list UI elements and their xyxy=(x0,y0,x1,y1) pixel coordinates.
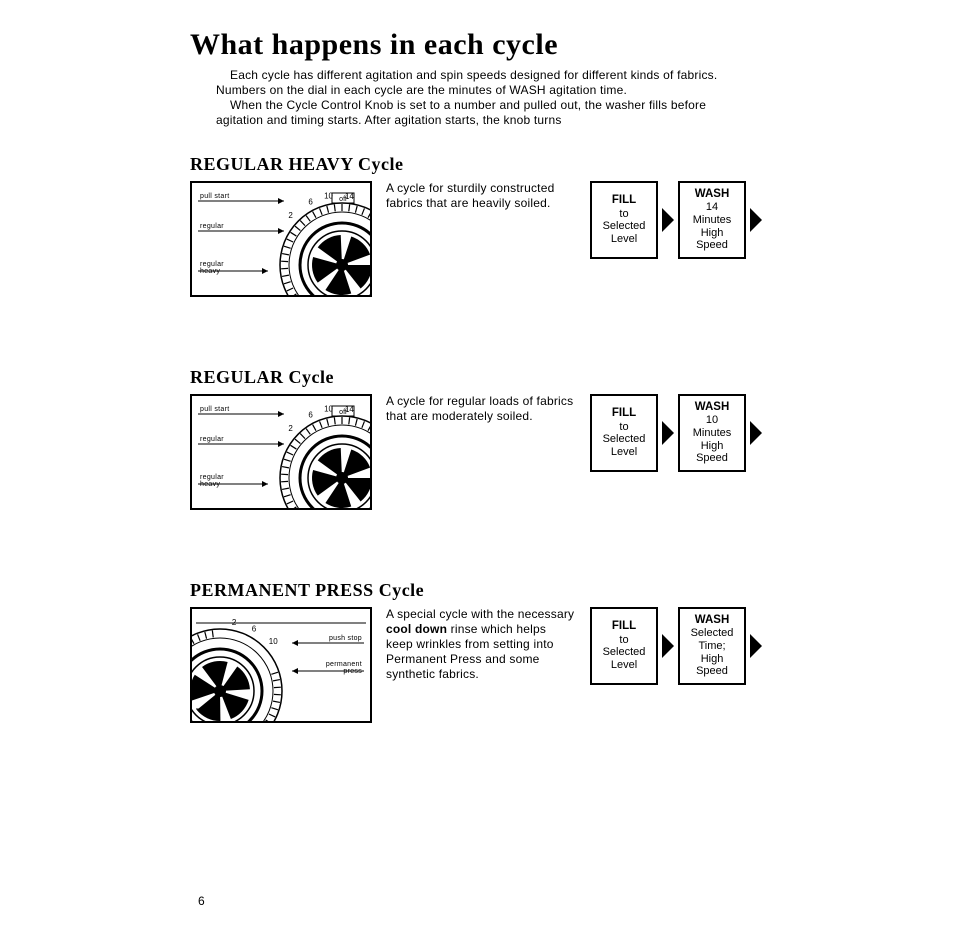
flow-step-line: Level xyxy=(611,659,637,672)
intro-p1: Each cycle has different agitation and s… xyxy=(216,68,756,98)
flow-step-head: FILL xyxy=(612,620,636,633)
page: What happens in each cycle Each cycle ha… xyxy=(0,0,954,723)
flow-step-head: FILL xyxy=(612,194,636,207)
flow-step-box: FILLtoSelectedLevel xyxy=(590,181,658,259)
flow-step-box: FILLtoSelectedLevel xyxy=(590,394,658,472)
arrow-right-icon xyxy=(750,208,762,232)
flow-step-head: FILL xyxy=(612,407,636,420)
flow-step-line: High xyxy=(701,653,724,666)
flow-step-box: WASHSelectedTime;HighSpeed xyxy=(678,607,746,685)
arrow-right-icon xyxy=(750,634,762,658)
arrow-right-icon xyxy=(662,634,674,658)
arrow-right-icon xyxy=(662,208,674,232)
cycle-row: 261014 off pull start regular regular he… xyxy=(190,181,784,297)
flow-step-line: Speed xyxy=(696,452,728,465)
flow-step-line: Selected xyxy=(603,220,646,233)
flow-step-line: Time; xyxy=(698,640,725,653)
svg-text:2: 2 xyxy=(288,211,293,220)
flow-step-line: High xyxy=(701,227,724,240)
flow-step-line: Speed xyxy=(696,239,728,252)
flow-step-box: FILLtoSelectedLevel xyxy=(590,607,658,685)
svg-text:10: 10 xyxy=(269,637,278,646)
flow-step-line: Level xyxy=(611,233,637,246)
flow-step-line: High xyxy=(701,440,724,453)
flow-step-line: to xyxy=(619,208,628,221)
cycle-description: A cycle for regular loads of fabrics tha… xyxy=(386,394,576,424)
dial-diagram: 1062 push stop permanent press xyxy=(190,607,372,723)
cycle-title: PERMANENT PRESS Cycle xyxy=(190,580,784,601)
page-number: 6 xyxy=(198,894,205,908)
cycle-flow: FILLtoSelectedLevel WASH10MinutesHighSpee… xyxy=(590,394,762,472)
flow-step-line: Level xyxy=(611,446,637,459)
flow-step-line: Selected xyxy=(603,646,646,659)
flow-step-line: Minutes xyxy=(693,214,732,227)
svg-text:6: 6 xyxy=(252,625,257,634)
flow-step-line: Selected xyxy=(691,627,734,640)
flow-step-head: WASH xyxy=(695,614,730,627)
cycle-row: 1062 push stop permanent press A special… xyxy=(190,607,784,723)
svg-text:2: 2 xyxy=(288,424,293,433)
cycle-section: PERMANENT PRESS Cycle 1062 push stop per… xyxy=(190,580,784,723)
cycle-title: REGULAR HEAVY Cycle xyxy=(190,154,784,175)
arrow-right-icon xyxy=(750,421,762,445)
flow-step-line: Speed xyxy=(696,665,728,678)
svg-text:6: 6 xyxy=(308,197,313,206)
cycle-flow: FILLtoSelectedLevel WASH14MinutesHighSpee… xyxy=(590,181,762,259)
dial-diagram: 261014 off pull start regular regular he… xyxy=(190,394,372,510)
cycle-description: A cycle for sturdily constructed fabrics… xyxy=(386,181,576,211)
flow-step-line: to xyxy=(619,634,628,647)
flow-step-head: WASH xyxy=(695,401,730,414)
svg-text:6: 6 xyxy=(308,410,313,419)
cycle-section: REGULAR HEAVY Cycle 261014 off pull star… xyxy=(190,154,784,297)
flow-step-line: Minutes xyxy=(693,427,732,440)
cycle-description: A special cycle with the necessary cool … xyxy=(386,607,576,682)
svg-text:off: off xyxy=(339,196,347,203)
flow-step-line: Selected xyxy=(603,433,646,446)
svg-text:off: off xyxy=(339,409,347,416)
flow-step-box: WASH10MinutesHighSpeed xyxy=(678,394,746,472)
cycle-title: REGULAR Cycle xyxy=(190,367,784,388)
flow-step-line: 10 xyxy=(706,414,718,427)
page-title: What happens in each cycle xyxy=(190,28,784,62)
arrow-right-icon xyxy=(662,421,674,445)
intro-paragraphs: Each cycle has different agitation and s… xyxy=(216,68,756,128)
intro-p2: When the Cycle Control Knob is set to a … xyxy=(216,98,756,128)
flow-step-head: WASH xyxy=(695,188,730,201)
flow-step-line: to xyxy=(619,421,628,434)
flow-step-line: 14 xyxy=(706,201,718,214)
cycle-flow: FILLtoSelectedLevelWASHSelectedTime;High… xyxy=(590,607,762,685)
cycle-row: 261014 off pull start regular regular he… xyxy=(190,394,784,510)
dial-diagram: 261014 off pull start regular regular he… xyxy=(190,181,372,297)
cycle-section: REGULAR Cycle 261014 off pull start regu… xyxy=(190,367,784,510)
flow-step-box: WASH14MinutesHighSpeed xyxy=(678,181,746,259)
